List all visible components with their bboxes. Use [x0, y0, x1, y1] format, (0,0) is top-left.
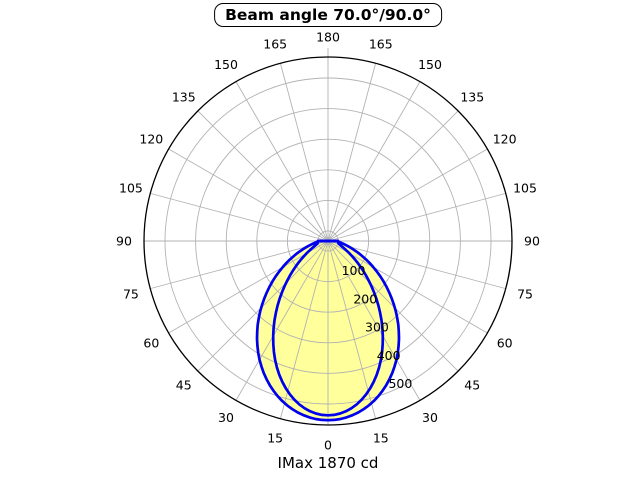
angular-grid-line — [197, 110, 329, 242]
radial-grid-ring — [256, 169, 400, 313]
angle-tick-label: 105 — [119, 181, 143, 196]
angle-tick-label: 75 — [517, 286, 533, 301]
angle-tick-label: 0 — [324, 438, 332, 453]
radial-grid-ring — [164, 77, 492, 405]
outer-boundary-circle — [143, 56, 513, 426]
angular-grid-line — [327, 63, 377, 242]
angle-tick-label: 75 — [123, 286, 139, 301]
angle-tick-label: 30 — [218, 410, 234, 425]
radial-grid-ring — [286, 199, 370, 283]
chart-title: Beam angle 70.0°/90.0° — [214, 3, 442, 27]
angular-grid-line — [279, 240, 329, 419]
angle-tick-label: 120 — [139, 132, 163, 147]
angular-grid-line — [327, 148, 488, 242]
radial-tick-label: 100 — [342, 263, 366, 278]
radial-tick-label: 200 — [353, 291, 377, 306]
angle-tick-label: 60 — [143, 336, 159, 351]
imax-annotation: IMax 1870 cd — [277, 454, 379, 472]
angular-grid-line — [235, 240, 329, 401]
angular-grid-line — [150, 192, 329, 242]
angular-grid-line — [327, 240, 506, 290]
angle-tick-label: 30 — [422, 410, 438, 425]
angle-tick-label: 165 — [263, 36, 287, 51]
angular-grid-line — [327, 240, 488, 334]
angular-grid-line — [235, 81, 329, 242]
angular-grid-line — [327, 110, 459, 242]
angular-grid-line — [327, 81, 421, 242]
radial-tick-label: 300 — [365, 320, 389, 335]
radial-grid-ring — [225, 138, 431, 344]
angle-tick-label: 150 — [418, 57, 442, 72]
angle-tick-label: 15 — [373, 431, 389, 446]
angular-grid-line — [327, 240, 421, 401]
angle-tick-label: 135 — [172, 89, 196, 104]
intensity-curve — [255, 239, 401, 422]
angle-tick-label: 150 — [214, 57, 238, 72]
angle-tick-label: 180 — [316, 30, 340, 45]
radial-grid-ring — [195, 108, 461, 374]
angular-grid-line — [279, 63, 329, 242]
angle-tick-label: 90 — [524, 234, 540, 249]
intensity-curve — [271, 239, 385, 417]
radial-tick-label: 500 — [388, 376, 412, 391]
angle-tick-label: 105 — [513, 181, 537, 196]
radial-tick-label: 400 — [377, 348, 401, 363]
angle-tick-label: 45 — [464, 378, 480, 393]
angle-tick-label: 90 — [116, 234, 132, 249]
angle-tick-label: 165 — [369, 36, 393, 51]
angle-tick-label: 15 — [267, 431, 283, 446]
angular-grid-line — [327, 240, 377, 419]
angular-grid-line — [168, 148, 329, 242]
angle-tick-label: 135 — [460, 89, 484, 104]
angle-tick-label: 120 — [493, 132, 517, 147]
angular-grid-line — [327, 192, 506, 242]
angle-tick-label: 60 — [497, 336, 513, 351]
angular-grid-line — [168, 240, 329, 334]
angle-tick-label: 45 — [176, 378, 192, 393]
angular-grid-line — [150, 240, 329, 290]
